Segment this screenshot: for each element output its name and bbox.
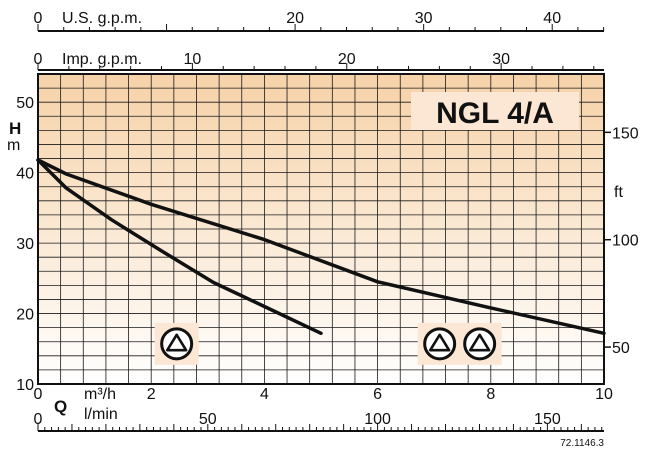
imp-gpm-label: Imp. g.p.m.	[62, 51, 142, 68]
chart-title: NGL 4/A	[436, 97, 554, 130]
y-ticks-right: 50 100 150	[604, 125, 639, 357]
imp-gpm-axis-tick-label: 10	[183, 51, 201, 68]
pump-icon	[463, 327, 497, 361]
y-tick-label: 20	[16, 307, 34, 324]
us-gpm-label: U.S. g.p.m.	[62, 10, 142, 27]
x-axis-unit: m³/h	[84, 386, 116, 403]
x-tick-label: 0	[34, 386, 43, 403]
us-gpm-axis-tick-label: 40	[543, 10, 561, 27]
y-right-tick-label: 100	[612, 233, 639, 250]
y-right-unit: ft	[614, 184, 623, 201]
imp-gpm-axis-tick-label: 20	[338, 51, 356, 68]
pump-labels	[154, 322, 502, 365]
y-right-tick-label: 150	[612, 125, 639, 142]
lmin-axis-tick-label: 150	[534, 411, 561, 428]
imp-gpm-axis-tick-label: 30	[492, 51, 510, 68]
series-line-1-pump	[36, 158, 323, 336]
pump-icon	[423, 327, 457, 361]
series-line-2-pump	[36, 158, 606, 336]
pump-icon-triangle	[428, 333, 451, 352]
x-tick-label: 8	[486, 386, 495, 403]
x-ticks: 0 2 4 6 8 10	[34, 386, 613, 403]
y-ticks-left: 10 20 30 40 50	[16, 95, 34, 394]
lmin-axis-tick-label: 0	[34, 411, 43, 428]
bottom-secondary-unit: l/min	[84, 406, 118, 423]
pump-icon	[160, 327, 194, 361]
x-tick-label: 10	[595, 386, 613, 403]
pump-icon-triangle	[468, 333, 491, 352]
pump-icon-triangle	[165, 333, 188, 352]
series-group	[36, 158, 606, 336]
us-gpm-axis-tick-label: 20	[286, 10, 304, 27]
lmin-axis-tick-label: 100	[364, 411, 391, 428]
plot-frame	[37, 73, 605, 385]
y-tick-label: 50	[16, 95, 34, 112]
us-gpm-axis-tick-label: 30	[415, 10, 433, 27]
y-right-tick-label: 50	[612, 340, 630, 357]
imp-gpm-axis-tick-label: 0	[34, 51, 43, 68]
y-tick-label: 10	[16, 377, 34, 394]
x-tick-label: 6	[373, 386, 382, 403]
chart-code: 72.1146.3	[560, 438, 604, 449]
x-axis-label: Q	[54, 397, 67, 416]
lmin-axis: 0 50 100 150	[34, 411, 604, 432]
y-axis-label: H	[9, 119, 21, 138]
x-tick-label: 4	[260, 386, 269, 403]
us-gpm-axis-tick-label: 0	[34, 10, 43, 27]
top-axes: 0 20 30 40 U.S. g.p.m. 0 10 20 30 Imp. g.p.m.	[34, 10, 605, 71]
title-box	[411, 92, 579, 130]
lmin-axis-tick-label: 50	[199, 411, 217, 428]
x-tick-label: 2	[147, 386, 156, 403]
y-axis-unit: m	[7, 137, 20, 154]
y-tick-label: 40	[16, 166, 34, 183]
y-tick-label: 30	[16, 236, 34, 253]
